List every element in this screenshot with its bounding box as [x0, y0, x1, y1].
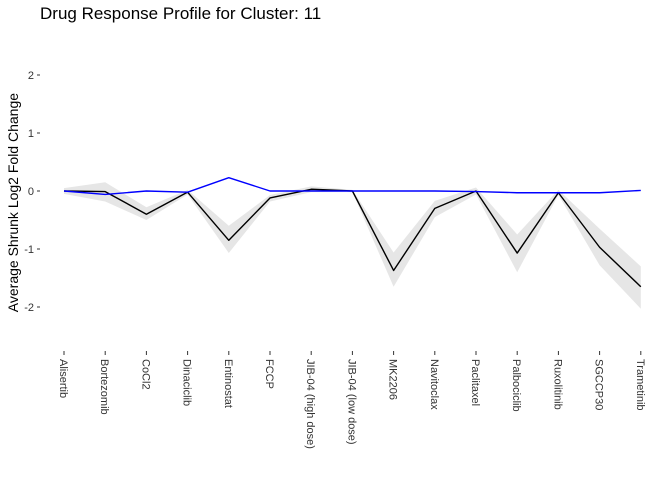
x-tick-label: Navitoclax — [428, 359, 440, 410]
x-tick-label: Ruxolitinib — [551, 359, 563, 410]
series-1-confidence-band — [64, 182, 641, 309]
x-tick-label: Trametinib — [634, 359, 646, 411]
y-tick-label: 2 — [28, 70, 34, 82]
x-tick-label: CoCl2 — [139, 359, 151, 390]
y-tick-label: 1 — [28, 128, 34, 140]
x-tick-label: Entinostat — [222, 359, 234, 408]
series-2-line — [63, 176, 641, 196]
x-tick-label: Paclitaxel — [469, 359, 481, 406]
chart-title: Drug Response Profile for Cluster: 11 — [40, 4, 322, 23]
x-tick-label: Alisertib — [57, 359, 69, 398]
x-tick-label: Dinaciclib — [181, 359, 193, 406]
x-tick-label: Palbociclib — [510, 359, 522, 412]
x-tick-label: JIB-04 (high dose) — [304, 359, 316, 449]
y-tick-label: -1 — [24, 244, 34, 256]
x-tick-label: Bortezomib — [98, 359, 110, 415]
y-axis-label: Average Shrunk Log2 Fold Change — [5, 93, 21, 312]
x-tick-label: JIB-04 (low dose) — [345, 359, 357, 445]
y-tick-label: 0 — [28, 186, 34, 198]
x-tick-label: SGCCP30 — [593, 359, 605, 410]
x-tick-label: FCCP — [263, 359, 275, 389]
series-1-line — [63, 188, 642, 288]
x-tick-label: MK2206 — [387, 359, 399, 400]
y-tick-label: -2 — [24, 302, 34, 314]
